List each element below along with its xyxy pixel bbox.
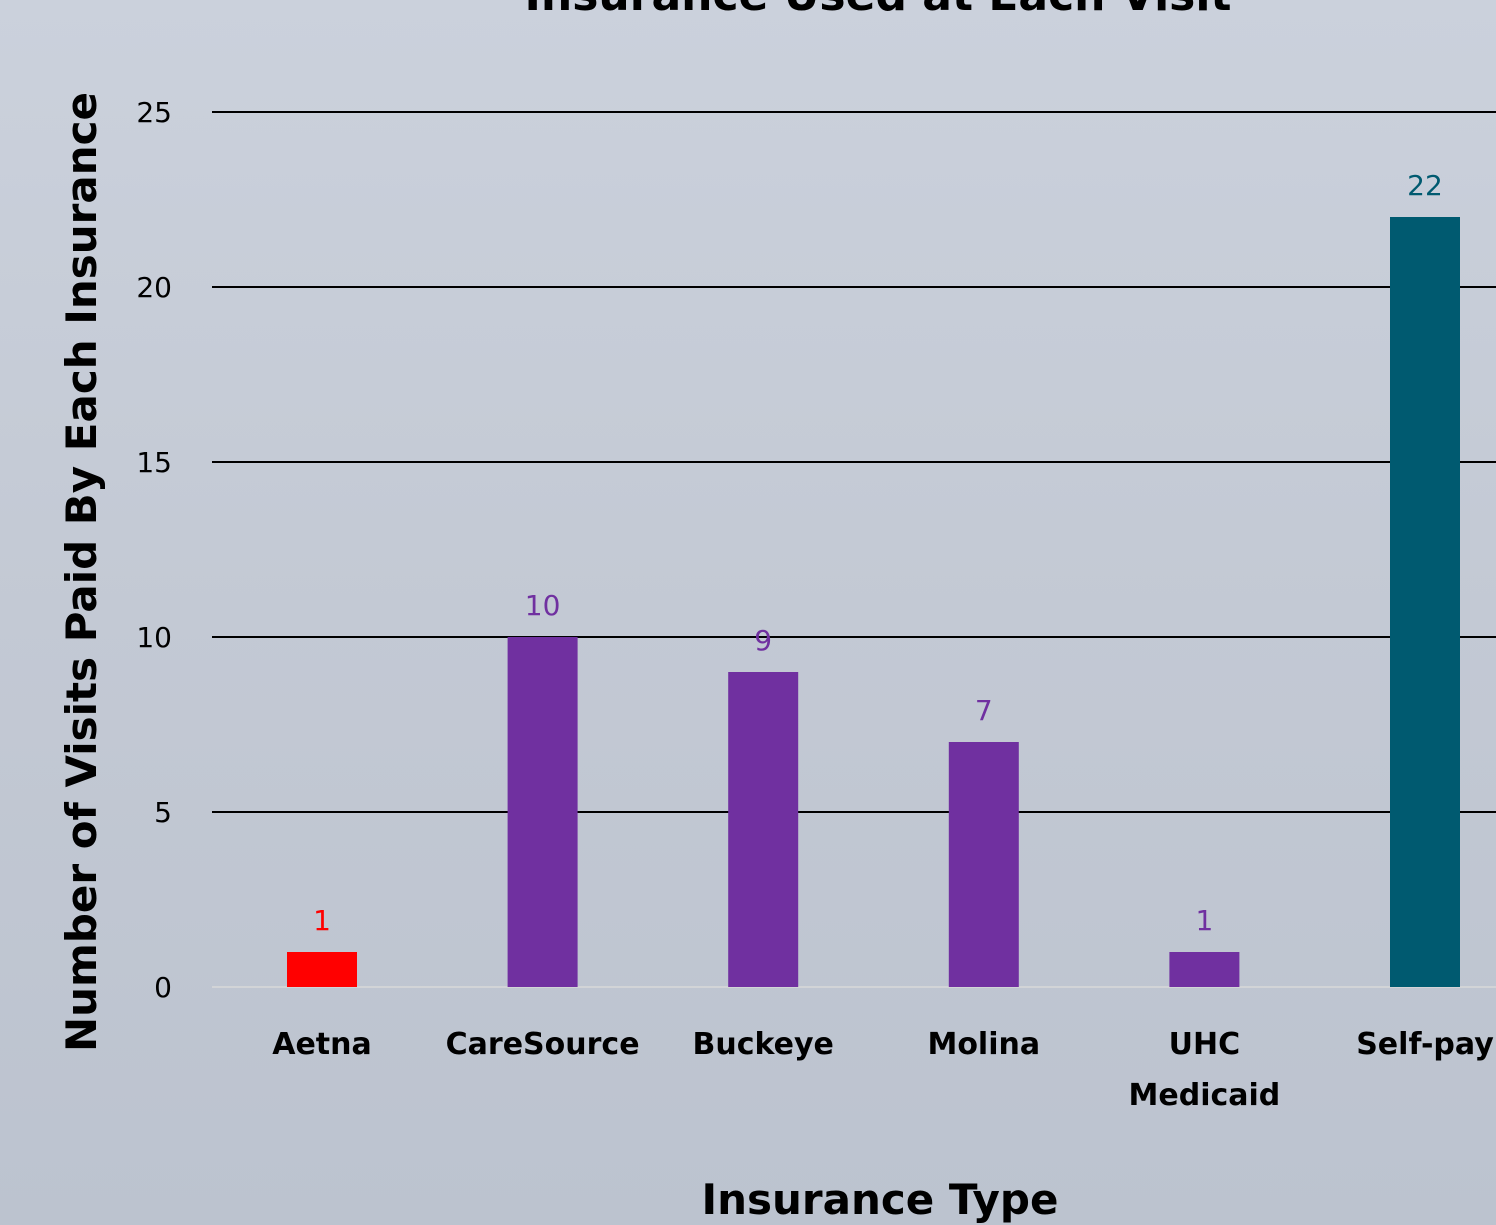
bar-buckeye xyxy=(728,672,799,987)
bar-uhc-medicaid xyxy=(1169,952,1240,987)
data-label: 22 xyxy=(1407,169,1443,202)
category-label: Buckeye xyxy=(692,1027,833,1062)
category-label: Aetna xyxy=(272,1027,372,1062)
bars xyxy=(287,217,1460,987)
category-label: CareSource xyxy=(446,1027,640,1062)
x-axis-title: Insurance Type xyxy=(702,1175,1059,1224)
y-tick-label: 15 xyxy=(136,446,172,479)
y-tick-labels: 0 5 10 15 20 25 xyxy=(136,96,172,1004)
y-tick-label: 5 xyxy=(154,796,172,829)
bar-self-pay xyxy=(1390,217,1460,987)
gridlines xyxy=(212,111,1496,988)
data-label: 7 xyxy=(975,694,993,727)
data-labels: 1 10 9 7 1 22 xyxy=(313,169,1443,937)
bar-caresource xyxy=(507,637,578,987)
data-label: 10 xyxy=(525,589,561,622)
category-label: Molina xyxy=(927,1027,1040,1062)
y-tick-label: 0 xyxy=(154,971,172,1004)
bar-aetna xyxy=(287,952,357,987)
category-label: Self-pay xyxy=(1356,1027,1494,1062)
y-tick-label: 20 xyxy=(136,271,172,304)
y-tick-label: 10 xyxy=(136,621,172,654)
category-label: UHC xyxy=(1169,1027,1240,1062)
category-label: Medicaid xyxy=(1129,1078,1281,1113)
chart-title: Insurance Used at Each Visit xyxy=(525,0,1232,21)
y-tick-label: 25 xyxy=(136,96,172,129)
y-axis-title: Number of Visits Paid By Each Insurance xyxy=(57,92,106,1052)
data-label: 1 xyxy=(1195,904,1213,937)
data-label: 9 xyxy=(754,624,772,657)
bar-molina xyxy=(948,742,1019,987)
category-labels: Aetna CareSource Buckeye Molina UHC Medicaid S… xyxy=(272,1027,1494,1113)
data-label: 1 xyxy=(313,904,331,937)
